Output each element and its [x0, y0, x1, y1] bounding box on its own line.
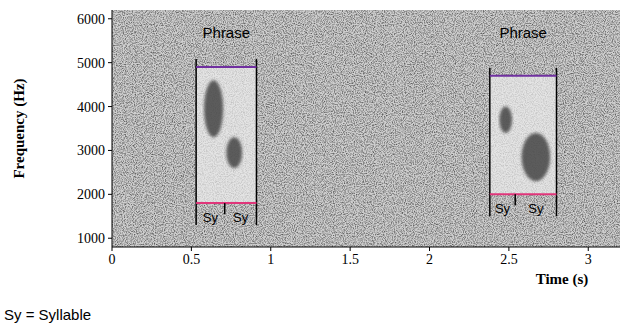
y-tick-label: 5000: [77, 56, 105, 71]
x-tick: [191, 247, 192, 251]
x-axis: [112, 247, 620, 248]
x-tick-label: 0: [109, 252, 116, 267]
chart: 0 0.5 1 1.5 2 2.5 3 1000 2000 3000 4000 5000 6000 Fre…: [0, 0, 639, 328]
syllable-label: Sy: [495, 201, 511, 216]
plot-area: [196, 67, 556, 203]
syllable-label: Sy: [203, 210, 219, 225]
x-tick: [112, 247, 113, 251]
syllable-label: Sy: [233, 210, 249, 225]
call: [204, 80, 223, 137]
x-tick-label: 2: [426, 252, 433, 267]
phrase-annotation: Phrase Sy Sy: [196, 24, 256, 225]
x-tick: [508, 247, 509, 251]
phrase-region: [196, 67, 256, 203]
y-tick: [108, 62, 112, 63]
syllable-boundary: [224, 203, 226, 214]
y-axis: [112, 10, 113, 247]
phrase-high: [196, 66, 256, 68]
y-tick-label: 2000: [77, 187, 105, 202]
call: [522, 133, 551, 181]
phrase-region: [490, 76, 557, 195]
y-tick-label: 4000: [77, 100, 105, 115]
syllable-label: Sy: [528, 201, 544, 216]
x-tick-label: 3: [585, 252, 592, 267]
phrase-label: Phrase: [203, 24, 251, 41]
footnote: Sy = Syllable: [4, 306, 91, 323]
x-tick: [350, 247, 351, 251]
y-tick-label: 1000: [77, 231, 105, 246]
phrase-annotation: Phrase Sy Sy: [490, 24, 557, 216]
phrase-label: Phrase: [499, 24, 547, 41]
x-tick: [588, 247, 589, 251]
x-tick: [270, 247, 271, 251]
x-tick-label: 1: [267, 252, 274, 267]
y-axis-title: Frequency (Hz): [11, 78, 28, 178]
call: [499, 107, 512, 133]
spectrogram-noise: [112, 10, 620, 247]
y-tick: [108, 150, 112, 151]
phrase-end: [256, 59, 258, 225]
x-axis-title: Time (s): [536, 271, 589, 288]
phrase-start: [195, 59, 197, 225]
y-tick: [108, 18, 112, 19]
phrase-high: [490, 75, 557, 77]
y-tick: [108, 106, 112, 107]
y-tick: [108, 238, 112, 239]
spectrogram-background: [112, 10, 620, 247]
x-tick-label: 1.5: [341, 252, 359, 267]
x-tick-label: 0.5: [183, 252, 201, 267]
x-tick-label: 2.5: [500, 252, 518, 267]
call: [226, 137, 242, 168]
y-tick-label: 6000: [77, 12, 105, 27]
x-tick: [429, 247, 430, 251]
syllable-boundary: [514, 194, 516, 205]
y-tick-label: 3000: [77, 143, 105, 158]
y-tick: [108, 194, 112, 195]
phrase-low: [196, 202, 256, 204]
phrase-low: [490, 193, 557, 195]
